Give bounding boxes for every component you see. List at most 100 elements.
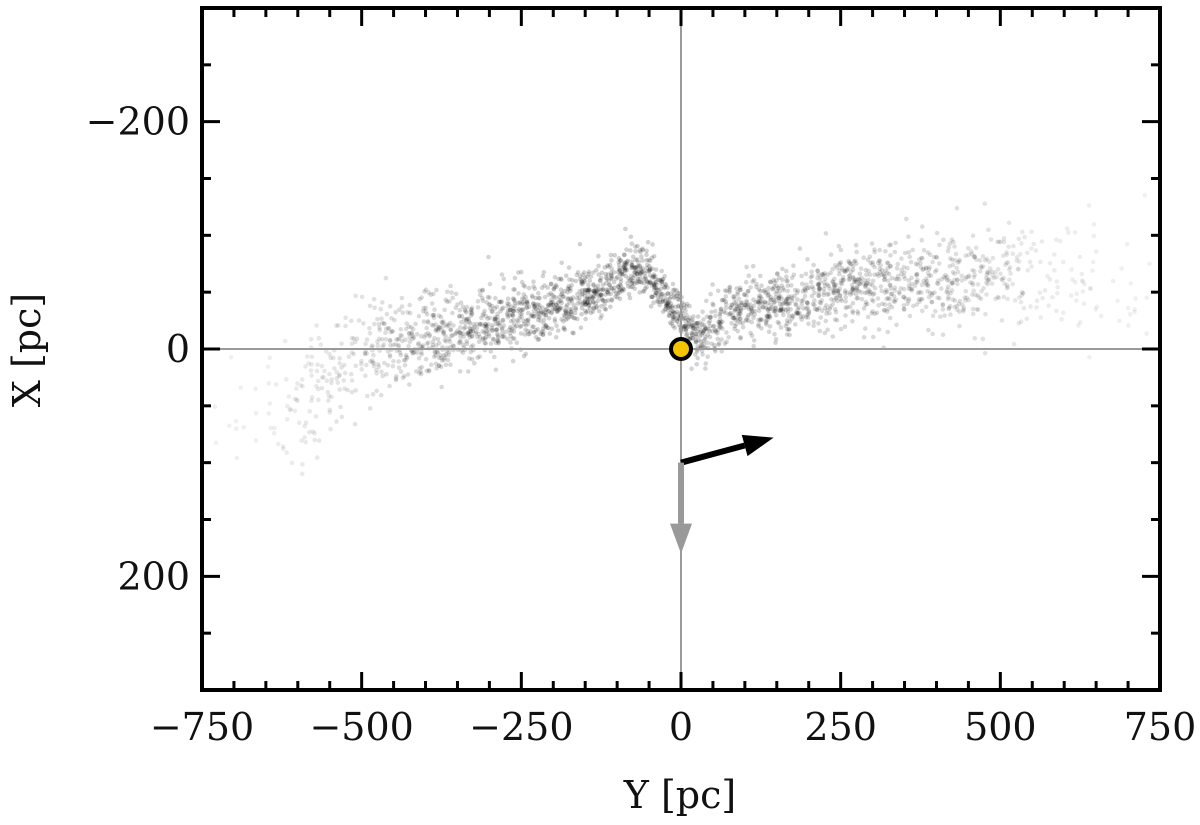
scatter-point xyxy=(799,273,804,279)
scatter-point xyxy=(980,254,986,259)
scatter-point xyxy=(425,320,431,325)
scatter-point xyxy=(482,323,487,329)
scatter-point xyxy=(628,273,634,279)
scatter-point xyxy=(616,266,622,272)
scatter-point xyxy=(649,255,655,261)
scatter-point xyxy=(732,296,737,302)
scatter-point xyxy=(806,308,811,313)
scatter-point xyxy=(384,372,389,377)
scatter-point xyxy=(975,282,981,287)
scatter-point xyxy=(855,277,860,283)
scatter-point xyxy=(1006,244,1011,250)
scatter-point xyxy=(915,279,920,285)
scatter-point xyxy=(365,393,370,399)
scatter-point xyxy=(532,304,538,310)
scatter-point xyxy=(950,280,955,286)
scatter-point xyxy=(482,340,488,346)
scatter-point xyxy=(777,302,783,307)
scatter-point xyxy=(803,314,809,320)
scatter-point xyxy=(764,314,769,319)
scatter-point xyxy=(390,328,396,334)
scatter-point xyxy=(549,300,554,305)
scatter-point xyxy=(708,315,713,321)
scatter-point xyxy=(777,289,782,295)
scatter-point xyxy=(961,305,967,311)
scatter-point xyxy=(878,284,884,289)
scatter-point xyxy=(586,271,591,277)
scatter-point xyxy=(1040,295,1045,301)
scatter-point xyxy=(322,368,327,374)
scatter-point xyxy=(447,299,452,304)
scatter-point xyxy=(402,363,408,368)
scatter-point xyxy=(591,289,597,295)
scatter-point xyxy=(699,342,705,348)
scatter-point xyxy=(637,276,643,281)
scatter-point xyxy=(634,280,640,286)
scatter-point xyxy=(847,260,852,265)
scatter-point xyxy=(915,290,921,296)
scatter-point xyxy=(562,314,568,319)
scatter-point xyxy=(575,316,580,322)
scatter-point xyxy=(425,331,431,336)
scatter-point xyxy=(507,307,513,313)
scatter-point xyxy=(609,298,615,303)
scatter-point xyxy=(443,334,448,339)
scatter-point xyxy=(376,364,382,370)
scatter-point xyxy=(909,275,914,281)
scatter-point xyxy=(979,265,984,270)
scatter-point xyxy=(445,289,450,295)
scatter-point xyxy=(832,276,837,282)
scatter-point xyxy=(560,294,566,299)
scatter-point xyxy=(382,321,387,327)
scatter-point xyxy=(580,282,585,287)
scatter-point xyxy=(946,295,951,300)
scatter-point xyxy=(489,325,495,331)
scatter-point xyxy=(494,304,500,310)
scatter-point xyxy=(516,319,521,324)
scatter-point xyxy=(767,324,773,329)
scatter-point xyxy=(970,280,975,286)
scatter-point xyxy=(314,323,319,328)
scatter-point xyxy=(435,337,441,342)
scatter-point xyxy=(690,335,696,341)
scatter-point xyxy=(642,286,648,291)
scatter-point xyxy=(458,330,464,336)
scatter-point xyxy=(426,290,432,295)
scatter-point xyxy=(795,297,800,302)
scatter-point xyxy=(611,279,617,285)
scatter-point xyxy=(670,323,676,329)
scatter-point xyxy=(380,344,385,350)
scatter-point xyxy=(837,292,843,298)
scatter-point xyxy=(816,272,821,277)
scatter-point xyxy=(941,237,946,243)
scatter-point xyxy=(511,308,516,313)
scatter-point xyxy=(484,328,490,334)
scatter-point xyxy=(697,334,703,339)
scatter-point xyxy=(463,321,468,326)
scatter-point xyxy=(474,321,479,327)
scatter-point xyxy=(295,398,300,404)
scatter-point xyxy=(822,283,828,288)
scatter-point xyxy=(541,311,546,317)
scatter-point xyxy=(765,293,771,299)
scatter-point xyxy=(313,414,319,419)
scatter-point xyxy=(421,305,427,311)
scatter-point xyxy=(457,313,462,319)
scatter-point xyxy=(884,289,890,295)
scatter-point xyxy=(999,318,1005,323)
scatter-point xyxy=(739,300,745,306)
scatter-point xyxy=(586,296,591,302)
scatter-point xyxy=(831,290,837,296)
scatter-point xyxy=(644,252,649,257)
scatter-point xyxy=(629,265,634,271)
scatter-point xyxy=(595,288,601,294)
scatter-point xyxy=(442,355,448,361)
scatter-point xyxy=(758,294,763,299)
scatter-point xyxy=(897,277,902,282)
scatter-point xyxy=(926,273,932,279)
scatter-point xyxy=(821,292,826,298)
scatter-point xyxy=(308,336,314,342)
scatter-point xyxy=(1005,260,1011,265)
scatter-point xyxy=(882,302,888,307)
scatter-point xyxy=(389,329,395,334)
